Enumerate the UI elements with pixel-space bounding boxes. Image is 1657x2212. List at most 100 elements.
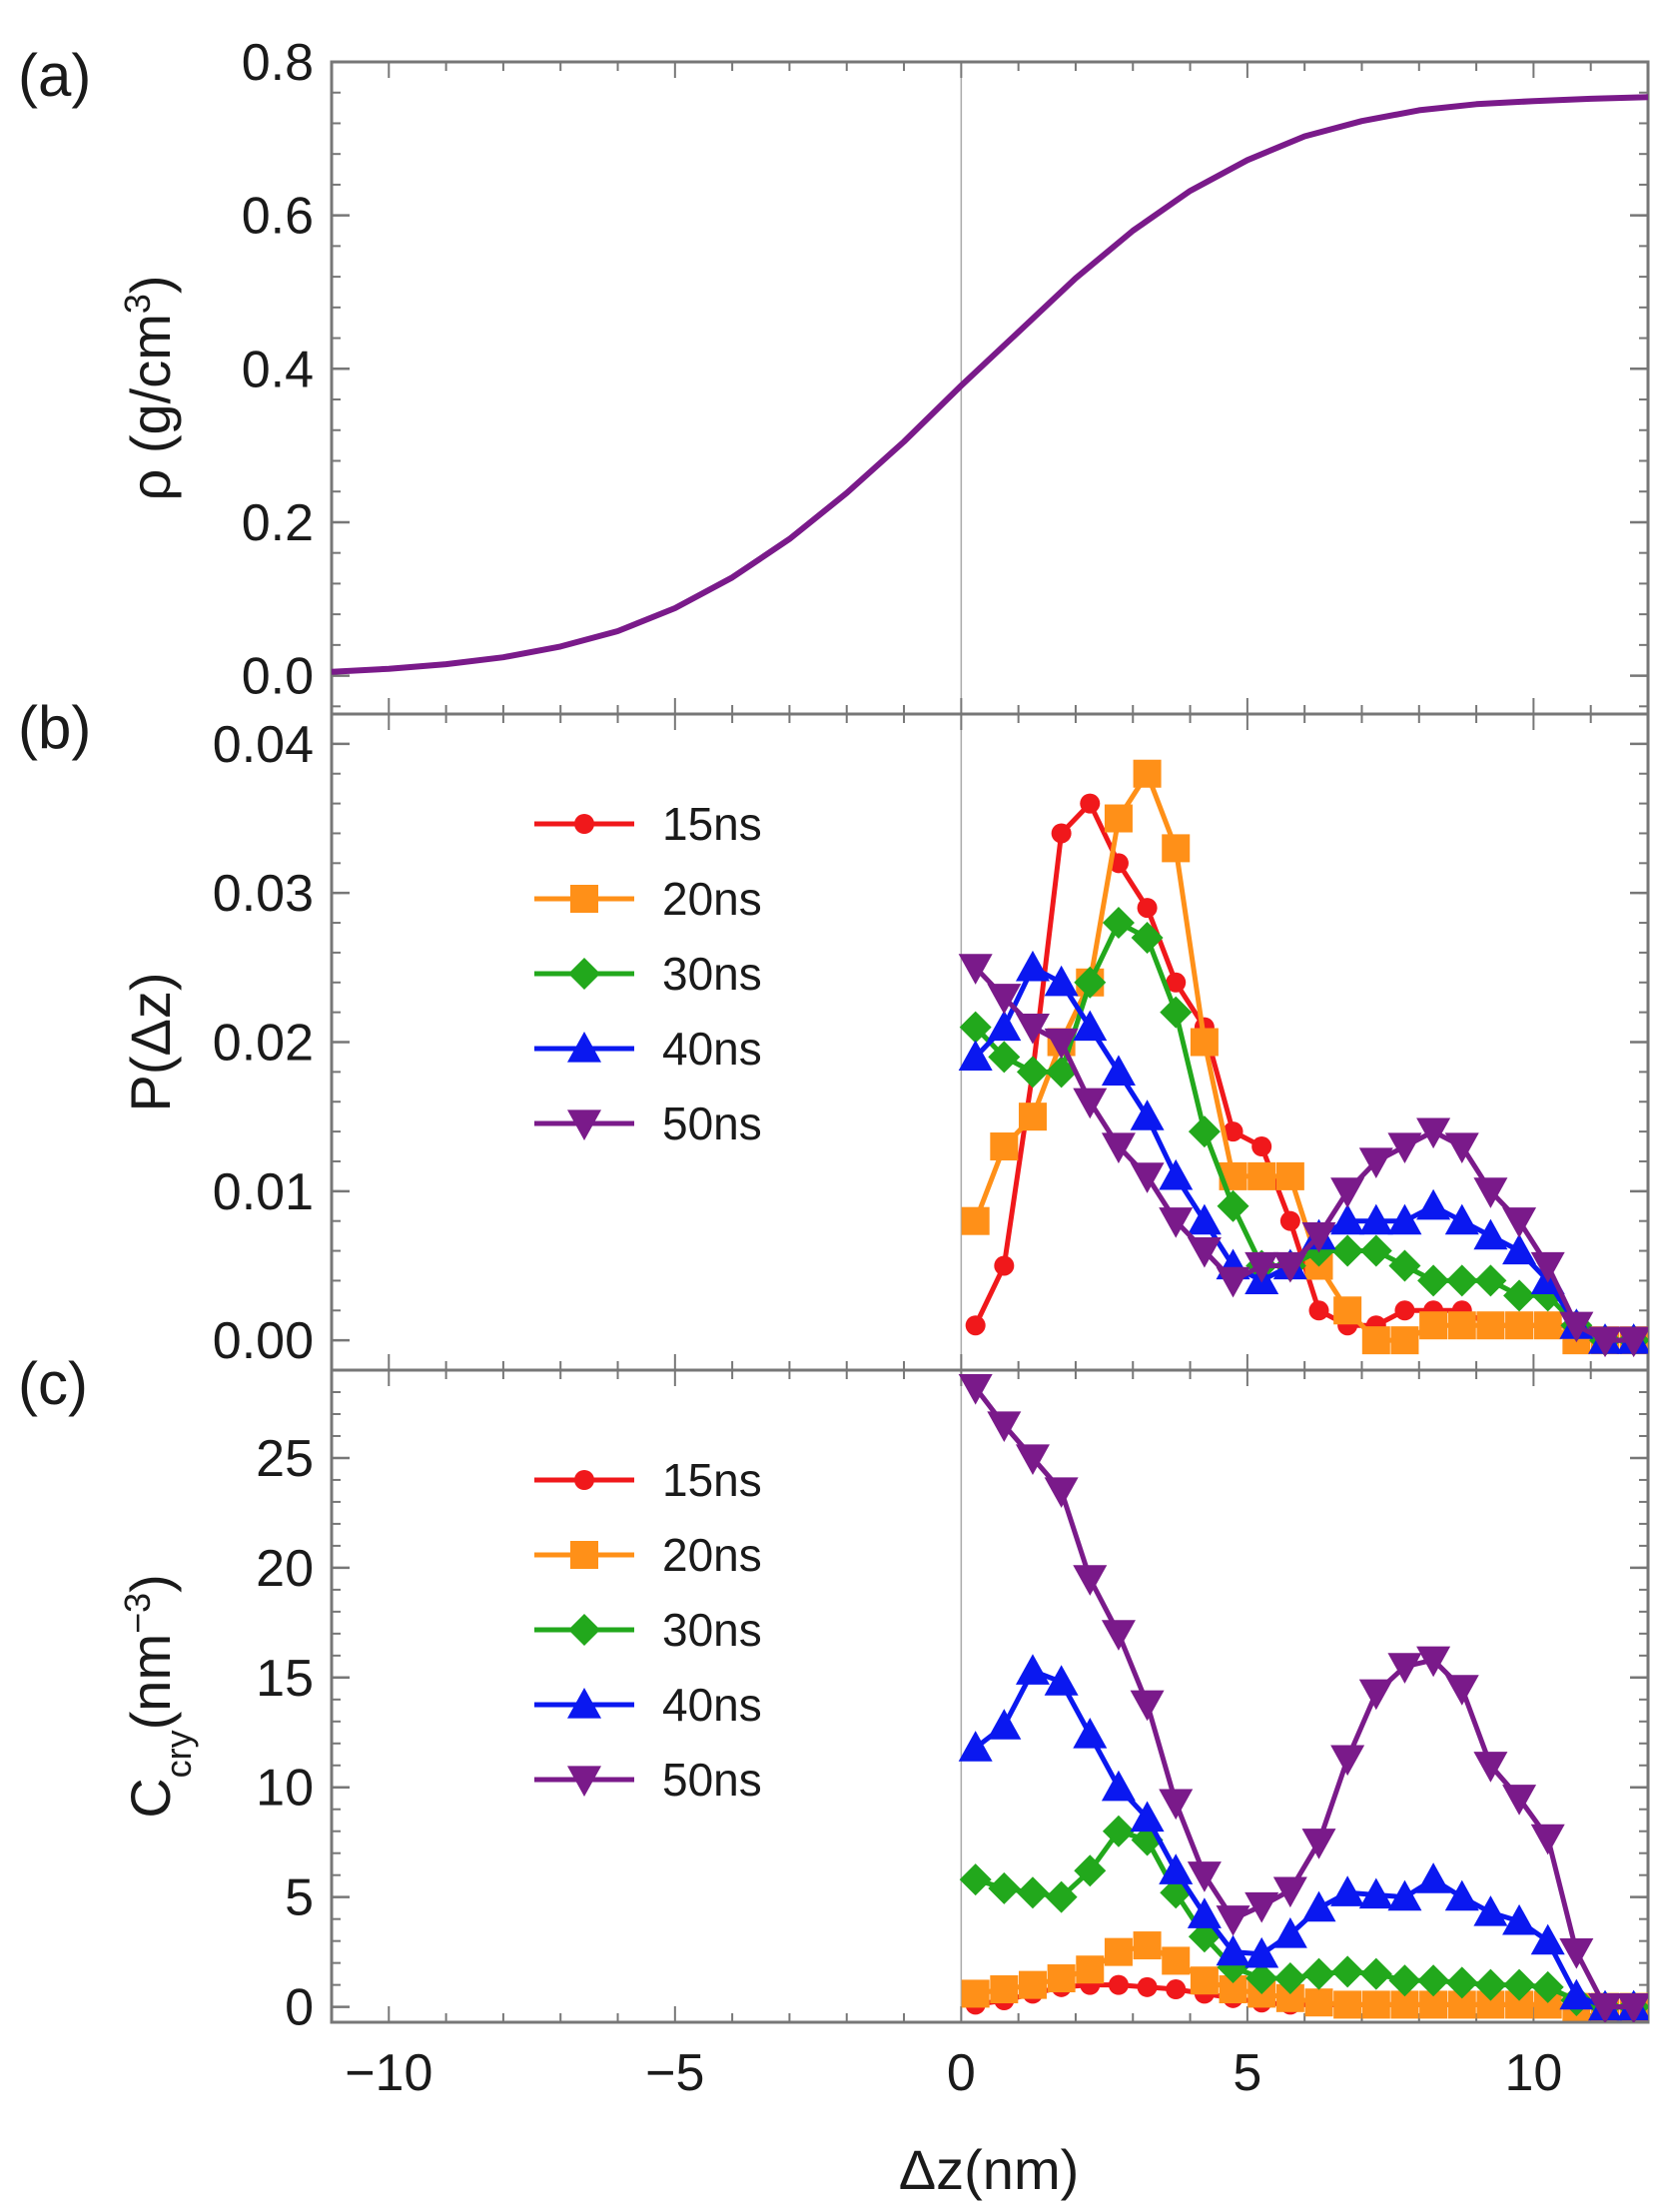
data-point-40ns [1502,1903,1537,1935]
data-point-20ns [1533,1311,1562,1340]
y-tick-label: 0.03 [213,865,314,923]
plot-area [958,1373,1648,2022]
data-point-15ns [1080,793,1101,814]
y-tick-label: 0.8 [242,34,314,92]
legend-label-20ns: 20ns [662,873,762,925]
data-point-20ns [1419,1311,1448,1340]
series-20ns [961,1931,1648,2021]
data-point-15ns [1394,1300,1415,1321]
series-density [332,94,1648,675]
data-point-20ns [1275,1161,1304,1190]
data-point-40ns [1159,1158,1194,1190]
legend-marker-20ns [570,885,598,913]
data-point-40ns [1187,1203,1222,1235]
data-point-40ns [1044,965,1079,997]
data-point-15ns [965,1315,986,1336]
plot-area [958,759,1648,1358]
data-point-40ns [1416,1188,1451,1220]
data-point-50ns [987,1411,1022,1442]
data-point-40ns [1444,1203,1479,1235]
data-point-40ns [1272,1917,1307,1948]
data-point-50ns [958,1373,993,1405]
legend-marker-20ns [570,1541,598,1569]
data-point-50ns [1330,1177,1365,1208]
data-point-15ns [994,1255,1015,1276]
y-tick-label: 0.4 [242,341,314,398]
data-point-30ns [1302,1957,1335,1990]
data-point-15ns [1251,1136,1272,1157]
data-point-30ns [1131,921,1164,954]
data-point-40ns [987,1010,1022,1042]
y-tick-label: 0.04 [213,716,314,774]
series-50ns [958,954,1648,1358]
panel-label: (b) [18,694,91,761]
data-point-40ns [1216,1934,1250,1966]
data-point-20ns [1304,1988,1333,2017]
data-point-30ns [1217,1189,1249,1222]
data-point-40ns [1330,1203,1365,1235]
y-axis-title: Ccry(nm−3) [117,1574,199,1819]
legend-marker-15ns [574,1470,594,1490]
data-point-50ns [1101,1620,1136,1651]
data-point-50ns [987,984,1022,1015]
y-axis-title-unit: (nm [119,1634,182,1730]
data-point-50ns [1502,1785,1537,1816]
y-tick-label: 0.02 [213,1015,314,1073]
data-point-20ns [1390,1326,1419,1355]
panel-a: 0.0 0.2 0.4 0.6 0.8 (a) ρ (g/cm3) [18,34,1650,716]
data-point-40ns [1244,1936,1279,1968]
data-point-30ns [1474,1968,1507,2001]
data-point-30ns [1417,1264,1450,1297]
data-point-30ns [1160,996,1193,1029]
data-point-20ns [1333,1990,1362,2019]
data-point-50ns [1416,1646,1451,1678]
data-point-40ns [1358,1203,1393,1235]
data-point-50ns [1187,1861,1222,1892]
data-point-20ns [990,1975,1019,2004]
data-point-50ns [1588,1326,1623,1358]
legend-label-20ns: 20ns [662,1529,762,1581]
data-point-30ns [1531,1970,1564,2003]
legend-label-50ns: 50ns [662,1098,762,1149]
data-point-40ns [1101,1770,1136,1802]
data-point-40ns [1473,1895,1508,1926]
y-axis-title: ρ (g/cm3) [117,275,183,500]
panel-c: 0 5 10 15 20 25 (c) Ccry(nm−3) 15ns 20ns 30ns 40ns 5… [18,1350,1650,2102]
data-point-50ns [1272,1251,1307,1283]
data-point-40ns [1502,1233,1537,1265]
data-point-50ns [1330,1745,1365,1777]
data-point-20ns [1333,1296,1362,1325]
data-point-40ns [1187,1897,1222,1928]
data-point-50ns [1301,1829,1336,1859]
data-point-15ns [1051,823,1072,844]
y-tick-label: 0.00 [213,1312,314,1370]
data-point-50ns [1159,1789,1194,1821]
data-point-20ns [1190,1966,1219,1995]
y-axis-title-main: C [119,1778,182,1818]
legend-marker-40ns [567,1688,601,1719]
data-point-40ns [1530,1923,1565,1955]
data-point-50ns [1616,1993,1648,2022]
legend-label-50ns: 50ns [662,1754,762,1806]
data-point-20ns [1247,1161,1276,1190]
data-point-30ns [1474,1264,1507,1297]
series-50ns [958,1373,1648,2022]
x-tick-label: 5 [1233,2044,1261,2102]
data-point-50ns [1416,1117,1451,1149]
data-point-40ns [1015,1654,1050,1685]
data-point-20ns [1361,1326,1390,1355]
data-point-15ns [1108,1974,1129,1995]
panel-label: (a) [18,42,91,109]
data-point-30ns [1245,1962,1278,1995]
data-point-50ns [1358,1147,1393,1178]
data-point-50ns [1502,1207,1537,1238]
data-point-20ns [961,1206,990,1235]
y-axis-title-close: ) [119,1574,182,1593]
data-point-30ns [1016,1876,1049,1909]
x-axis-title: Δz(nm) [899,2138,1080,2201]
data-point-40ns [1130,1801,1165,1833]
data-point-20ns [1133,759,1162,788]
y-tick-label: 0.6 [242,188,314,246]
legend: 15ns 20ns 30ns 40ns 50ns [534,1454,762,1806]
data-point-40ns [1330,1875,1365,1906]
